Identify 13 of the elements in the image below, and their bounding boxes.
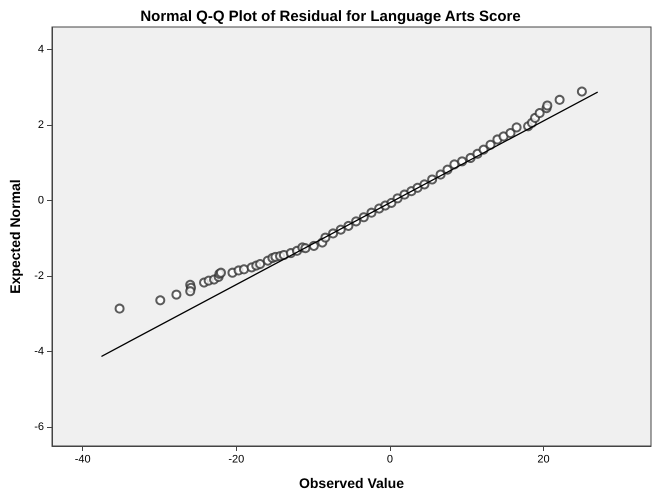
y-tick-label: -2 xyxy=(34,270,44,282)
y-tick-label: -6 xyxy=(34,421,44,434)
x-tick-label: -20 xyxy=(228,454,244,466)
x-axis-title: Observed Value xyxy=(298,475,404,491)
x-tick-label: 0 xyxy=(386,454,393,466)
y-tick-label: 2 xyxy=(38,119,44,132)
y-axis-title: Expected Normal xyxy=(7,179,23,294)
y-tick-label: -4 xyxy=(34,346,44,358)
x-tick-label: -40 xyxy=(74,454,91,466)
y-tick-label: 4 xyxy=(38,44,44,56)
chart-title: Normal Q-Q Plot of Residual for Language Arts Score xyxy=(140,8,521,25)
x-tick-label: 20 xyxy=(537,454,550,466)
y-tick-label: 0 xyxy=(38,194,44,207)
